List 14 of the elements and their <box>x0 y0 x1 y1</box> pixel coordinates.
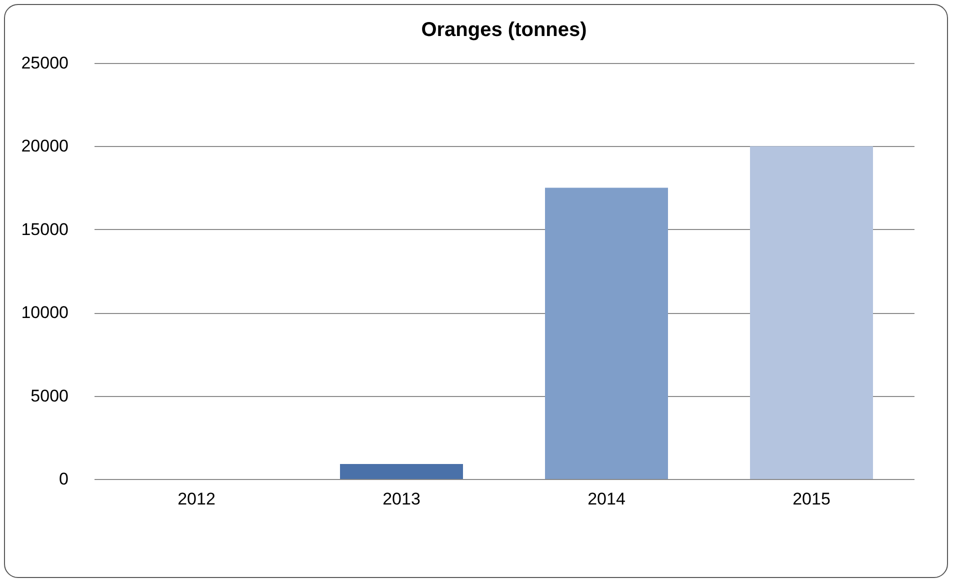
x-tick-label: 2015 <box>792 490 830 508</box>
y-tick-label: 25000 <box>21 54 68 72</box>
bar <box>545 188 668 479</box>
y-tick-label: 5000 <box>30 386 68 406</box>
bar <box>750 146 873 479</box>
x-tick-label: 2012 <box>178 490 216 508</box>
y-tick-label: 0 <box>59 470 68 488</box>
bar <box>340 464 463 479</box>
x-tick-label: 2014 <box>588 490 626 508</box>
y-tick-label: 15000 <box>21 220 68 239</box>
chart-title: Oranges (tonnes) <box>421 19 587 41</box>
x-tick-label: 2013 <box>382 490 420 508</box>
y-tick-label: 20000 <box>21 136 68 156</box>
y-tick-label: 10000 <box>21 303 68 322</box>
